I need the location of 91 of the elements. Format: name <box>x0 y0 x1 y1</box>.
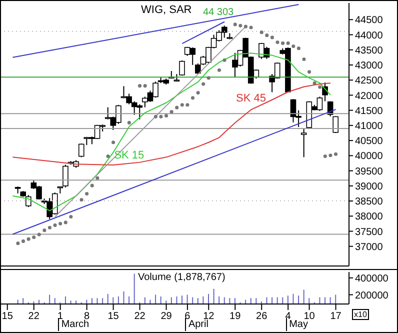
point <box>69 214 73 219</box>
y-tick-label: 42000 <box>355 90 384 102</box>
point <box>244 24 248 28</box>
y-tick-label: 43500 <box>355 45 384 56</box>
point <box>170 110 174 114</box>
point <box>281 41 285 45</box>
candlestick <box>78 143 84 158</box>
x-tick-label: 22 <box>134 311 146 322</box>
point <box>186 103 190 107</box>
point <box>164 114 168 118</box>
point <box>302 57 306 62</box>
y-tick-label: 37500 <box>355 226 384 238</box>
y-tick-label: 39500 <box>355 166 384 178</box>
point <box>286 41 290 45</box>
point <box>265 34 269 38</box>
point <box>90 184 94 188</box>
y-tick-label: 37000 <box>355 242 384 253</box>
y-tick-label: 44000 <box>355 30 384 42</box>
point <box>175 106 179 110</box>
text: March <box>58 318 90 331</box>
point <box>48 226 52 230</box>
series-label: SK 15 <box>114 150 144 162</box>
y-tick-label: 41500 <box>355 106 384 117</box>
point <box>159 114 163 118</box>
point <box>222 58 226 62</box>
point <box>217 68 222 72</box>
point <box>260 30 264 34</box>
point <box>292 44 296 48</box>
y-tick-label: 200000 <box>355 290 389 302</box>
point <box>318 85 322 89</box>
text: April <box>185 318 208 331</box>
x-tick-label: 26 <box>256 311 268 322</box>
line-series <box>12 82 331 166</box>
x-tick-label: 17 <box>330 311 342 322</box>
point <box>16 242 20 246</box>
point <box>249 26 253 30</box>
point <box>26 237 30 241</box>
point <box>276 40 280 44</box>
point <box>154 114 158 118</box>
point <box>21 239 26 243</box>
chart-title: Volume (1,878,767) <box>138 272 226 283</box>
x-tick-label: 29 <box>160 311 172 322</box>
annotation: 44 303 <box>203 6 234 18</box>
x-tick-label: 22 <box>28 311 40 322</box>
point <box>106 154 110 158</box>
x-tick-label: 19 <box>230 311 242 322</box>
point <box>80 198 84 202</box>
text: May <box>286 318 308 331</box>
point <box>323 154 327 158</box>
point <box>238 24 242 28</box>
point <box>53 223 57 227</box>
point <box>85 192 89 196</box>
point <box>112 140 116 144</box>
point <box>328 154 332 158</box>
text: x10 <box>352 309 369 320</box>
point <box>42 228 46 232</box>
point <box>58 222 62 226</box>
point <box>37 232 41 236</box>
point <box>307 70 312 74</box>
candlestick <box>179 60 185 76</box>
point <box>202 82 206 86</box>
y-tick-label: 38500 <box>355 196 384 208</box>
point <box>127 120 131 124</box>
y-tick-label: 400000 <box>355 273 389 284</box>
point <box>190 96 195 100</box>
point <box>64 220 68 224</box>
y-tick-label: 42500 <box>355 76 384 87</box>
x-tick-label: 15 <box>2 311 14 322</box>
point <box>206 76 210 80</box>
point <box>32 236 36 240</box>
y-tick-label: 40000 <box>355 151 384 162</box>
point <box>138 84 142 88</box>
point <box>96 176 100 180</box>
y-tick-label: 39000 <box>355 181 384 192</box>
y-tick-label: 43000 <box>355 60 384 72</box>
series-label: SK 45 <box>236 92 266 105</box>
point <box>196 91 200 95</box>
x-tick-label: 15 <box>108 311 120 322</box>
candlestick <box>300 128 307 158</box>
y-tick-label: 41000 <box>355 120 384 132</box>
point <box>233 22 237 26</box>
y-tick-label: 44500 <box>355 15 384 26</box>
point <box>334 152 338 156</box>
point <box>296 46 300 50</box>
point <box>270 36 274 40</box>
y-tick-label: 38000 <box>355 212 384 223</box>
point <box>180 103 184 107</box>
chart-title: WIG, SAR <box>141 4 192 16</box>
y-tick-label: 40500 <box>355 136 384 148</box>
point <box>143 84 147 88</box>
point <box>312 81 316 85</box>
